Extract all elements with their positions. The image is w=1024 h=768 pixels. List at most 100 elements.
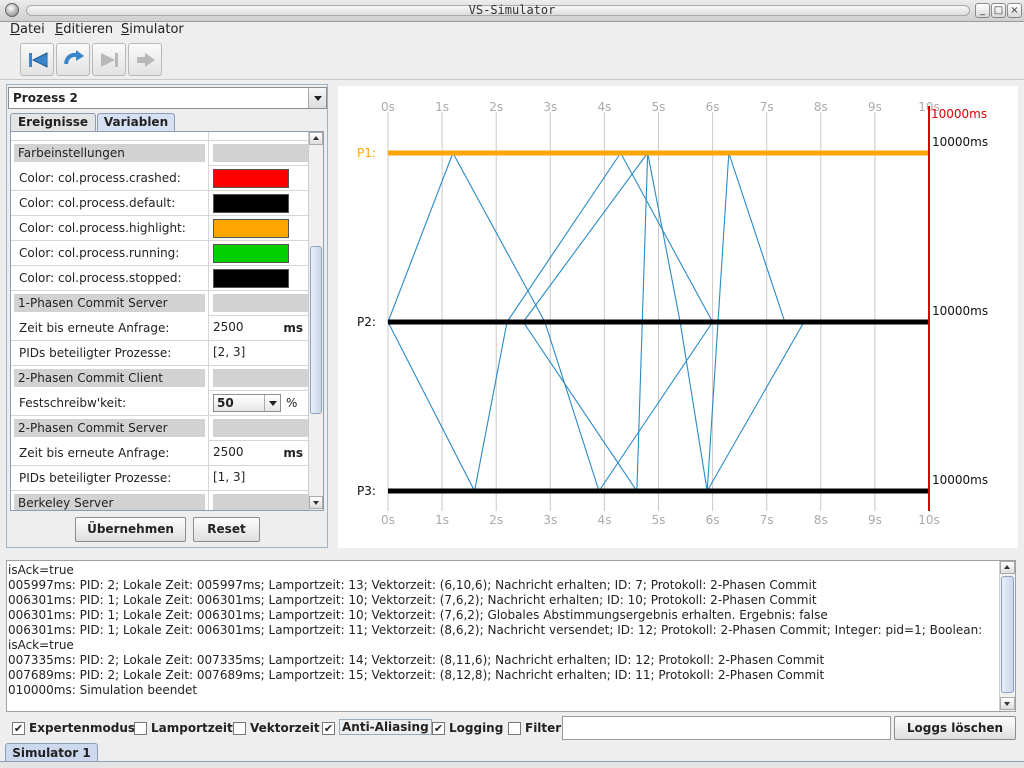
forward-button[interactable]: [128, 43, 162, 76]
scrollbar-thumb[interactable]: [310, 246, 322, 414]
reset-button-label: Reset: [207, 522, 246, 536]
message-line[interactable]: [474, 321, 508, 492]
properties-rows: Farbeinstellungen Color: col.process.cras…: [11, 132, 309, 510]
table-row[interactable]: 2-Phasen Commit Client: [11, 366, 309, 391]
row-label-cell: PIDs beteiligter Prozesse:: [11, 341, 209, 366]
table-row[interactable]: PIDs beteiligter Prozesse: [2, 3]: [11, 341, 309, 366]
color-swatch[interactable]: [213, 269, 289, 288]
minimize-icon[interactable]: _: [975, 3, 990, 18]
color-swatch[interactable]: [213, 169, 289, 188]
clear-logs-button[interactable]: Loggs löschen: [894, 716, 1016, 740]
table-row[interactable]: Berkeley Server: [11, 491, 309, 510]
properties-scrollbar[interactable]: [308, 132, 323, 510]
message-line[interactable]: [620, 152, 714, 323]
window-menu-icon[interactable]: [5, 3, 19, 17]
row-value-cell[interactable]: [210, 266, 309, 291]
message-line[interactable]: [598, 321, 714, 492]
menu-editieren[interactable]: Editieren: [55, 22, 114, 37]
checkbox-filter[interactable]: [508, 722, 521, 735]
message-line[interactable]: [387, 152, 454, 323]
row-value-cell: [210, 366, 309, 391]
x-tick-label-top: 4s: [597, 100, 611, 114]
scroll-down-icon[interactable]: [1000, 697, 1015, 710]
row-value: 2500: [213, 445, 244, 459]
horizontal-splitter[interactable]: [6, 550, 1018, 556]
message-line[interactable]: [728, 152, 786, 323]
row-value-cell[interactable]: [210, 191, 309, 216]
message-line[interactable]: [647, 152, 681, 323]
message-line[interactable]: [452, 152, 546, 323]
scroll-up-icon[interactable]: [1000, 561, 1015, 574]
menu-datei[interactable]: Datei: [10, 22, 45, 37]
table-row[interactable]: Zeit bis erneute Anfrage: 2500 ms: [11, 441, 309, 466]
row-value-cell[interactable]: [210, 166, 309, 191]
row-value-cell[interactable]: [210, 216, 309, 241]
menu-simulator[interactable]: Simulator: [121, 22, 184, 37]
filter-input[interactable]: [562, 716, 891, 740]
row-label-cell: PIDs beteiligter Prozesse:: [11, 466, 209, 491]
checkbox-expertenmodus[interactable]: ✔: [12, 722, 25, 735]
table-row[interactable]: Color: col.process.running:: [11, 241, 309, 266]
table-row[interactable]: 1-Phasen Commit Server: [11, 291, 309, 316]
table-row[interactable]: Farbeinstellungen: [11, 141, 309, 166]
replay-button[interactable]: [56, 43, 90, 76]
simulation-timeline[interactable]: 0s 0s 1s 1s 2s 2s 3s 3s 4s 4s 5s 5s 6s 6s 7s 7s 8s 8s 9s 9s…: [338, 86, 1018, 548]
row-label-cell: Zeit bis erneute Anfrage:: [11, 441, 209, 466]
table-row[interactable]: PIDs beteiligter Prozesse: [1, 3]: [11, 466, 309, 491]
table-row[interactable]: Color: col.process.default:: [11, 191, 309, 216]
checkbox-vektorzeit[interactable]: [233, 722, 246, 735]
process-label: P3:: [357, 484, 376, 498]
checkbox-logging[interactable]: ✔: [432, 722, 445, 735]
skip-forward-button[interactable]: [92, 43, 126, 76]
message-line[interactable]: [679, 321, 708, 492]
row-value-cell[interactable]: 2500 ms: [210, 316, 309, 341]
log-line: isAck=true: [8, 638, 74, 652]
table-row[interactable]: Color: col.process.highlight:: [11, 216, 309, 241]
commit-probability-select[interactable]: 50: [213, 394, 281, 412]
process-select[interactable]: Prozess 2: [8, 87, 327, 109]
section-header-fill: [213, 494, 308, 510]
tab-simulator-1[interactable]: Simulator 1: [5, 743, 98, 762]
checkbox-lamportzeit[interactable]: [134, 722, 147, 735]
scrollbar-thumb[interactable]: [1001, 576, 1014, 693]
table-row-partial: [11, 132, 309, 141]
row-value-cell[interactable]: 50%: [210, 391, 309, 416]
row-value-cell[interactable]: [1, 3]: [210, 466, 309, 491]
table-row[interactable]: 2-Phasen Commit Server: [11, 416, 309, 441]
table-row[interactable]: Color: col.process.stopped:: [11, 266, 309, 291]
message-line[interactable]: [522, 321, 638, 492]
log-area[interactable]: isAck=true 005997ms: PID: 2; Lokale Zeit:…: [6, 560, 1016, 712]
checkbox-anti-aliasing[interactable]: ✔: [322, 722, 335, 735]
row-value-cell[interactable]: 2500 ms: [210, 441, 309, 466]
message-line[interactable]: [506, 152, 622, 323]
row-value-cell[interactable]: [210, 241, 309, 266]
table-row[interactable]: Color: col.process.crashed:: [11, 166, 309, 191]
color-swatch[interactable]: [213, 194, 289, 213]
row-value-cell[interactable]: [2, 3]: [210, 341, 309, 366]
message-line[interactable]: [522, 152, 649, 323]
tab-variablen[interactable]: Variablen: [97, 113, 175, 131]
scroll-down-icon[interactable]: [309, 496, 323, 509]
left-panel: Prozess 2 Ereignisse Variablen Farbeinst…: [6, 84, 328, 548]
maximize-icon[interactable]: □: [991, 3, 1006, 18]
close-icon[interactable]: ×: [1007, 3, 1022, 18]
scroll-up-icon[interactable]: [309, 132, 323, 145]
tab-ereignisse[interactable]: Ereignisse: [10, 113, 96, 131]
table-row[interactable]: Festschreibw'keit: 50%: [11, 391, 309, 416]
reset-button[interactable]: Reset: [193, 517, 260, 542]
color-swatch[interactable]: [213, 244, 289, 263]
table-row[interactable]: Zeit bis erneute Anfrage: 2500 ms: [11, 316, 309, 341]
message-line[interactable]: [706, 321, 805, 492]
checkbox-label: Lamportzeit: [151, 721, 233, 735]
color-swatch[interactable]: [213, 219, 289, 238]
process-end-label: 10000ms: [932, 135, 988, 149]
reset-simulation-button[interactable]: [20, 43, 54, 76]
chevron-down-icon[interactable]: [264, 395, 280, 411]
vertical-splitter[interactable]: [330, 84, 336, 548]
properties-table: Farbeinstellungen Color: col.process.cras…: [10, 131, 324, 511]
chevron-down-icon[interactable]: [308, 88, 326, 108]
message-line[interactable]: [387, 321, 476, 492]
apply-button[interactable]: Übernehmen: [75, 517, 186, 542]
log-scrollbar[interactable]: [999, 561, 1015, 711]
message-line[interactable]: [544, 321, 600, 492]
